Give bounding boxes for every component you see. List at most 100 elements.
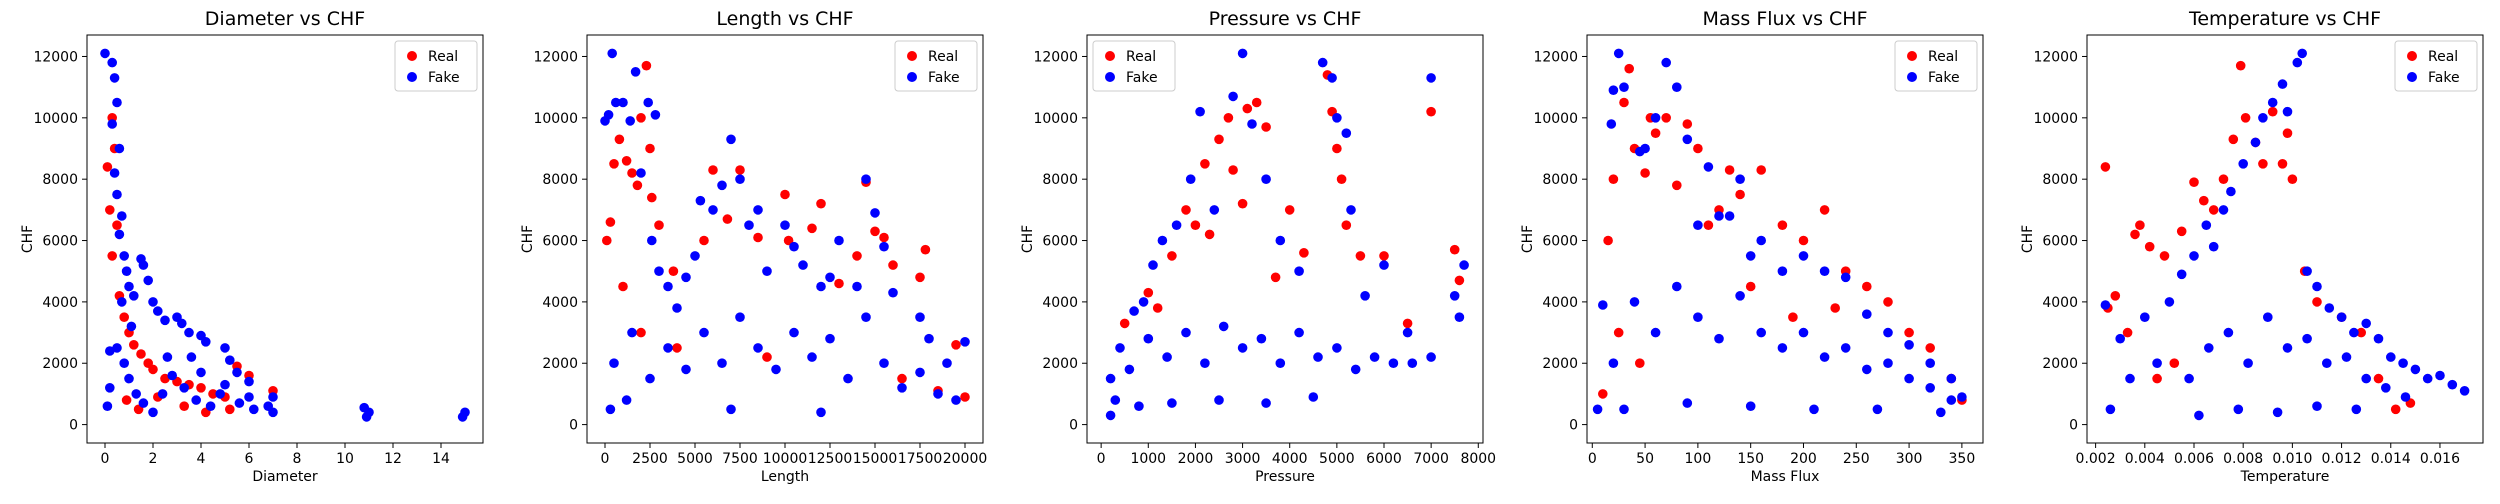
data-point-fake bbox=[167, 370, 177, 381]
plot-frame bbox=[2086, 34, 2484, 444]
x-tick-label: 2500 bbox=[632, 451, 668, 467]
data-point-fake bbox=[232, 367, 242, 378]
data-point-real bbox=[1379, 251, 1389, 261]
data-point-real bbox=[1883, 297, 1893, 307]
data-point-fake bbox=[1862, 309, 1872, 320]
data-point-real bbox=[699, 235, 709, 246]
data-point-fake bbox=[1809, 404, 1819, 415]
y-tick-label: 10000 bbox=[1533, 111, 1578, 127]
x-tick-label: 12500 bbox=[808, 451, 853, 467]
data-point-real bbox=[888, 260, 898, 270]
chart-panel-3: 0 1000 2000 3000 4000 5000 6000 7000 8000 0 2000 40… bbox=[1020, 8, 1496, 485]
data-point-real bbox=[2169, 358, 2180, 369]
x-tick-label: 0 bbox=[101, 451, 110, 467]
data-point-fake bbox=[2324, 303, 2335, 313]
legend-marker-fake bbox=[2407, 72, 2417, 82]
data-point-fake bbox=[1459, 260, 1469, 270]
data-point-fake bbox=[1402, 327, 1413, 338]
x-tick-label: 20000 bbox=[943, 451, 988, 467]
data-point-fake bbox=[1798, 327, 1809, 338]
data-point-fake bbox=[2164, 297, 2175, 307]
data-point-real bbox=[1190, 220, 1201, 230]
data-points bbox=[600, 48, 970, 418]
data-point-real bbox=[1603, 235, 1613, 246]
data-point-fake bbox=[2422, 373, 2433, 384]
data-point-fake bbox=[825, 333, 835, 344]
legend-label-fake: Fake bbox=[928, 70, 960, 86]
data-point-fake bbox=[1426, 352, 1436, 362]
x-tick-label: 0 bbox=[1097, 451, 1106, 467]
legend-label-fake: Fake bbox=[2428, 70, 2460, 86]
plot-frame bbox=[86, 34, 484, 444]
data-point-fake bbox=[771, 364, 781, 375]
data-point-real bbox=[2135, 220, 2145, 230]
data-point-fake bbox=[1598, 300, 1608, 310]
data-point-real bbox=[112, 220, 122, 230]
data-point-fake bbox=[2282, 106, 2293, 117]
data-point-fake bbox=[681, 272, 691, 283]
data-point-fake bbox=[1608, 358, 1619, 369]
data-point-fake bbox=[2100, 300, 2111, 310]
data-point-fake bbox=[1105, 410, 1116, 421]
x-tick-label: 300 bbox=[1896, 451, 1923, 467]
y-tick-label: 6000 bbox=[1042, 234, 1078, 250]
data-point-fake bbox=[672, 303, 682, 313]
data-point-real bbox=[1341, 220, 1352, 230]
legend-marker-real bbox=[907, 51, 917, 61]
data-point-fake bbox=[2201, 220, 2212, 230]
data-point-fake bbox=[1613, 48, 1624, 59]
data-point-fake bbox=[129, 291, 139, 301]
data-point-fake bbox=[1592, 404, 1603, 415]
data-point-real bbox=[1449, 244, 1460, 255]
data-point-fake bbox=[1756, 327, 1766, 338]
data-point-fake bbox=[643, 97, 653, 108]
data-point-real bbox=[605, 217, 616, 227]
data-point-fake bbox=[109, 73, 120, 83]
data-point-fake bbox=[1228, 91, 1238, 102]
data-point-fake bbox=[690, 251, 700, 261]
data-point-fake bbox=[2410, 364, 2421, 375]
data-point-fake bbox=[1682, 134, 1693, 145]
data-point-real bbox=[2240, 113, 2251, 123]
chart-title: Mass Flux vs CHF bbox=[1702, 8, 1867, 30]
chart-panel-2: 0 2500 5000 7500 10000 12500 15000 17500 2000002… bbox=[520, 8, 987, 485]
data-point-fake bbox=[630, 67, 641, 77]
data-point-fake bbox=[124, 373, 134, 384]
data-point-fake bbox=[1185, 174, 1196, 184]
data-point-fake bbox=[205, 401, 216, 412]
data-point-fake bbox=[1115, 343, 1125, 353]
data-point-real bbox=[2356, 327, 2366, 338]
x-tick-label: 14 bbox=[432, 451, 450, 467]
data-point-fake bbox=[1346, 205, 1356, 215]
data-point-fake bbox=[119, 251, 129, 261]
data-point-real bbox=[1426, 106, 1436, 117]
data-point-fake bbox=[1275, 358, 1286, 369]
data-point-fake bbox=[2349, 327, 2359, 338]
legend: Real Fake bbox=[1894, 40, 1978, 92]
x-tick-label: 7500 bbox=[722, 451, 758, 467]
data-point-fake bbox=[1360, 291, 1370, 301]
data-point-real bbox=[897, 373, 907, 384]
data-point-fake bbox=[249, 404, 259, 415]
data-point-fake bbox=[1129, 306, 1139, 316]
data-point-real bbox=[1242, 103, 1253, 114]
data-point-fake bbox=[162, 352, 173, 362]
data-point-fake bbox=[102, 401, 113, 412]
data-point-real bbox=[2130, 229, 2140, 240]
x-axis-label: Pressure bbox=[1255, 469, 1315, 485]
data-point-real bbox=[2373, 373, 2384, 384]
data-point-fake bbox=[2272, 407, 2283, 418]
data-point-real bbox=[1200, 159, 1210, 169]
data-point-fake bbox=[220, 343, 230, 353]
data-point-fake bbox=[650, 110, 661, 120]
data-point-fake bbox=[184, 327, 194, 338]
data-point-real bbox=[1181, 205, 1191, 215]
data-point-real bbox=[2189, 177, 2199, 187]
data-point-fake bbox=[234, 398, 245, 408]
data-point-fake bbox=[1714, 211, 1724, 221]
data-point-real bbox=[1336, 174, 1347, 184]
data-point-real bbox=[915, 272, 925, 283]
data-point-fake bbox=[915, 367, 925, 378]
x-tick-label: 6 bbox=[245, 451, 254, 467]
data-point-real bbox=[1299, 248, 1309, 258]
